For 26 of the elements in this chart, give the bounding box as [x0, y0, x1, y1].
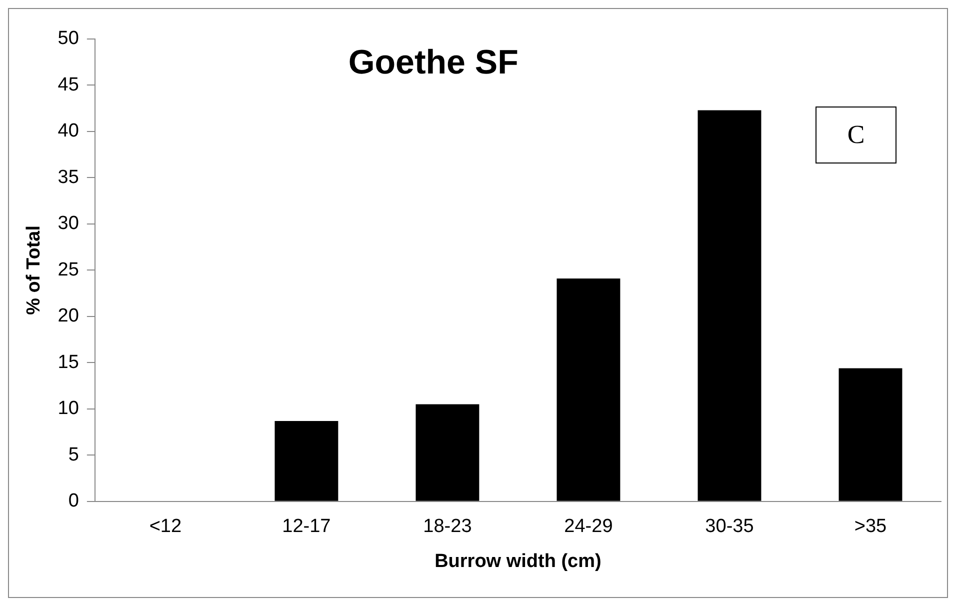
y-tick-label: 50: [58, 28, 79, 50]
chart-title: Goethe SF: [348, 43, 518, 82]
x-tick-label: 12-17: [282, 516, 331, 538]
bar: [416, 404, 480, 501]
y-tick-label: 20: [58, 306, 79, 327]
x-tick-label: <12: [149, 516, 182, 538]
annotation: C: [847, 120, 865, 149]
y-tick-label: 30: [58, 213, 79, 234]
x-axis-title: Burrow width (cm): [434, 550, 602, 572]
x-tick-label: 18-23: [423, 516, 472, 538]
y-tick-label: 25: [58, 259, 79, 280]
y-tick-label: 10: [58, 398, 79, 420]
bar: [556, 278, 620, 501]
x-tick-label: >35: [854, 516, 887, 538]
bar: [838, 368, 902, 501]
y-tick-label: 40: [58, 120, 79, 142]
y-tick-label: 45: [58, 74, 79, 96]
bar: [274, 420, 338, 501]
y-tick-label: 35: [58, 166, 79, 188]
bar: [698, 110, 762, 501]
y-tick-label: 5: [68, 444, 79, 466]
x-tick-label: 30-35: [705, 516, 754, 538]
x-tick-label: 24-29: [564, 516, 613, 538]
y-tick-label: 0: [68, 490, 79, 512]
y-axis-title: % of Total: [24, 226, 45, 315]
y-tick-label: 15: [58, 352, 79, 373]
